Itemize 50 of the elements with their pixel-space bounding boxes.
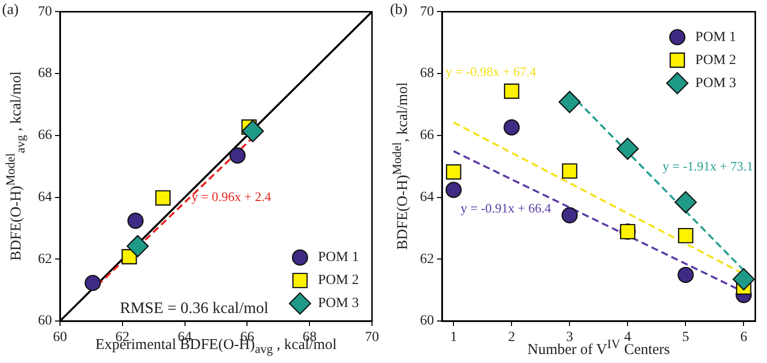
point [678,228,694,244]
x-tick-label: 70 [365,330,379,346]
legend-label: POM 1 [695,30,736,45]
legend-label: POM 3 [318,296,359,312]
point [732,268,755,290]
y-tick-label: 70 [420,4,434,20]
y-tick-label: 62 [38,252,52,267]
x-tick-label: 2 [508,330,516,346]
point [562,207,578,224]
x-tick-label: 1 [450,330,458,346]
y-tick-label: 60 [420,314,434,329]
y-tick-label: 70 [38,4,52,20]
point [229,147,246,164]
legend-label: POM 2 [695,52,736,68]
x-tick-label: 60 [53,330,67,346]
annotation: RMSE = 0.36 kcal/mol [120,300,270,317]
y-tick-label: 66 [420,128,434,144]
series-label: y = 0.96x + 2.4 [191,188,272,204]
x-tick-label: 4 [624,330,632,346]
y-tick-label: 62 [420,252,434,267]
point [446,164,462,180]
point [678,266,694,284]
x-tick-label: 6 [740,330,748,346]
y-tick-label: 64 [38,190,52,205]
point [504,119,520,136]
y-tick-label: 68 [38,66,52,82]
series-label: y = -0.91x + 66.4 [460,200,552,216]
point [562,163,578,179]
point [84,274,101,292]
point [127,212,144,229]
y-tick-label: 64 [420,190,434,205]
point [504,84,520,99]
point [155,190,171,206]
chart-title: (a) [2,2,19,19]
point [674,191,697,214]
y-tick-label: 66 [38,128,52,144]
point [126,235,149,258]
legend-label: POM 1 [318,250,359,266]
point [242,120,264,142]
point [558,90,581,114]
legend-label: POM 2 [318,273,359,288]
x-tick-label: 5 [682,330,690,346]
point [616,138,639,160]
text: y = -0.98x + 67.4 [446,64,537,79]
legend-label: POM 3 [695,76,736,91]
chart-title: (b) [390,2,408,19]
y-tick-label: 68 [420,66,434,82]
y-tick-label: 60 [38,314,52,329]
point [446,182,462,198]
series-label: y = -1.91x + 73.1 [662,158,754,174]
